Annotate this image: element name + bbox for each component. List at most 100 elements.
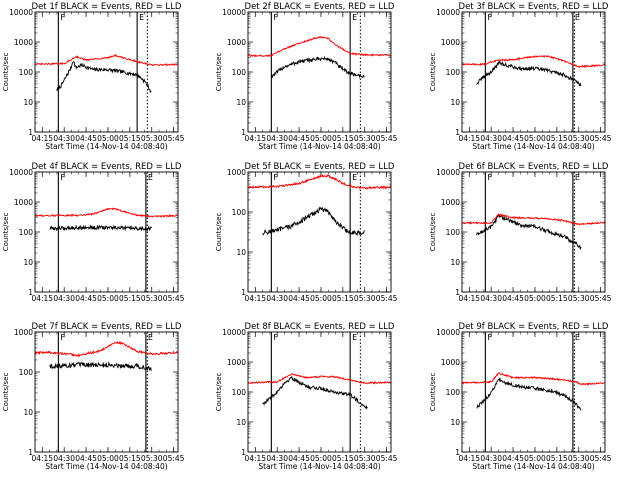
- panel-title: Det 2f BLACK = Events, RED = LLD: [245, 2, 395, 12]
- y-tick-label: 1: [241, 288, 246, 297]
- x-tick-label: 05:15: [332, 134, 354, 143]
- panel-title: Det 5f BLACK = Events, RED = LLD: [245, 162, 395, 172]
- x-tick-label: 04:30: [266, 454, 288, 463]
- y-tick-label: 10000: [436, 328, 460, 337]
- panel-title: Det 8f BLACK = Events, RED = LLD: [245, 322, 395, 332]
- y-tick-label: 10: [236, 248, 246, 257]
- detector-panel: Det 4f BLACK = Events, RED = LLD Counts/s…: [2, 162, 185, 303]
- x-tick-label: 04:30: [266, 294, 288, 303]
- x-tick-label: 05:00: [310, 134, 332, 143]
- plot-frame: [247, 171, 392, 293]
- x-tick-label: 04:30: [480, 134, 502, 143]
- lld-series-line: [461, 372, 605, 386]
- panel-title: Det 4f BLACK = Events, RED = LLD: [32, 162, 182, 172]
- x-tick-label: 05:30: [568, 134, 590, 143]
- x-axis-label: Start Time (14-Nov-14 04:08:40): [472, 462, 594, 471]
- y-tick-label: 100: [19, 228, 34, 237]
- x-tick-label: 05:00: [97, 454, 119, 463]
- y-tick-label: 10000: [436, 8, 460, 17]
- x-tick-label: 05:45: [376, 454, 398, 463]
- y-axis-label: Counts/sec: [429, 213, 437, 252]
- x-tick-label: 05:00: [310, 294, 332, 303]
- y-tick-label: 100: [232, 208, 247, 217]
- y-tick-label: 1000: [227, 358, 246, 367]
- events-series-line: [56, 61, 152, 93]
- y-tick-label: 10: [236, 98, 246, 107]
- marker-label-f: F: [487, 13, 492, 22]
- x-tick-label: 05:45: [590, 134, 612, 143]
- events-series-line: [49, 224, 153, 232]
- x-tick-label: 04:30: [266, 134, 288, 143]
- x-tick-label: 05:15: [332, 454, 354, 463]
- x-tick-label: 05:00: [524, 134, 546, 143]
- lld-series-line: [34, 340, 179, 358]
- y-tick-label: 1: [241, 448, 246, 457]
- marker-label-e: E: [148, 333, 153, 342]
- x-tick-label: 05:15: [119, 134, 141, 143]
- detector-panel: Det 3f BLACK = Events, RED = LLD Counts/s…: [429, 2, 612, 151]
- y-tick-label: 100: [446, 388, 461, 397]
- x-tick-label: 04:15: [458, 454, 480, 463]
- marker-label-e: E: [575, 333, 580, 342]
- marker-label-f: F: [487, 173, 492, 182]
- events-series-line: [476, 214, 582, 250]
- panel-title: Det 9f BLACK = Events, RED = LLD: [459, 322, 609, 332]
- y-tick-label: 100: [446, 68, 461, 77]
- x-tick-label: 05:30: [354, 134, 376, 143]
- events-series-line: [49, 361, 152, 372]
- x-tick-label: 04:15: [458, 294, 480, 303]
- y-axis-label: Counts/sec: [429, 53, 437, 92]
- marker-label-e: E: [139, 13, 144, 22]
- x-tick-label: 04:45: [288, 454, 310, 463]
- x-tick-label: 05:15: [119, 294, 141, 303]
- x-tick-label: 04:45: [75, 454, 97, 463]
- x-tick-label: 04:15: [458, 134, 480, 143]
- plot-frame: [247, 11, 392, 133]
- y-axis-label: Counts/sec: [2, 373, 10, 412]
- x-axis-label: Start Time (14-Nov-14 04:08:40): [258, 142, 380, 151]
- lld-series-line: [34, 53, 179, 67]
- detector-panel: Det 6f BLACK = Events, RED = LLD Counts/s…: [429, 162, 612, 303]
- plot-frame: [34, 171, 179, 293]
- plot-frame: [34, 11, 179, 133]
- x-tick-label: 05:15: [546, 454, 568, 463]
- marker-label-f: F: [60, 13, 65, 22]
- panel-title: Det 1f BLACK = Events, RED = LLD: [32, 2, 182, 12]
- x-tick-label: 04:15: [244, 454, 266, 463]
- y-tick-label: 1: [28, 288, 33, 297]
- x-tick-label: 05:00: [524, 454, 546, 463]
- x-tick-label: 05:45: [163, 134, 185, 143]
- events-series-line: [262, 375, 368, 410]
- marker-label-e: E: [352, 173, 357, 182]
- plot-frame: [247, 331, 392, 453]
- x-tick-label: 04:15: [31, 134, 53, 143]
- x-tick-label: 05:30: [568, 294, 590, 303]
- y-tick-label: 1000: [441, 358, 460, 367]
- events-series-line: [476, 60, 582, 87]
- panel-title: Det 3f BLACK = Events, RED = LLD: [459, 2, 609, 12]
- y-tick-label: 10: [236, 418, 246, 427]
- marker-label-f: F: [273, 13, 278, 22]
- x-tick-label: 05:30: [141, 134, 163, 143]
- x-tick-label: 04:15: [244, 134, 266, 143]
- marker-label-f: F: [60, 173, 65, 182]
- x-tick-label: 05:00: [524, 294, 546, 303]
- y-axis-label: Counts/sec: [429, 373, 437, 412]
- detector-panel: Det 2f BLACK = Events, RED = LLD Counts/s…: [215, 2, 398, 151]
- x-tick-label: 05:30: [568, 454, 590, 463]
- x-tick-label: 05:45: [590, 294, 612, 303]
- plot-frame: [461, 11, 606, 133]
- y-tick-label: 100: [19, 368, 34, 377]
- y-axis-label: Counts/sec: [2, 53, 10, 92]
- y-axis-label: Counts/sec: [215, 53, 223, 92]
- marker-label-e: E: [575, 13, 580, 22]
- x-tick-label: 04:45: [288, 294, 310, 303]
- x-tick-label: 04:30: [480, 294, 502, 303]
- y-tick-label: 10: [450, 258, 460, 267]
- x-tick-label: 04:15: [244, 294, 266, 303]
- y-tick-label: 1: [455, 128, 460, 137]
- x-tick-label: 05:15: [119, 454, 141, 463]
- x-tick-label: 04:45: [75, 134, 97, 143]
- x-tick-label: 04:15: [31, 454, 53, 463]
